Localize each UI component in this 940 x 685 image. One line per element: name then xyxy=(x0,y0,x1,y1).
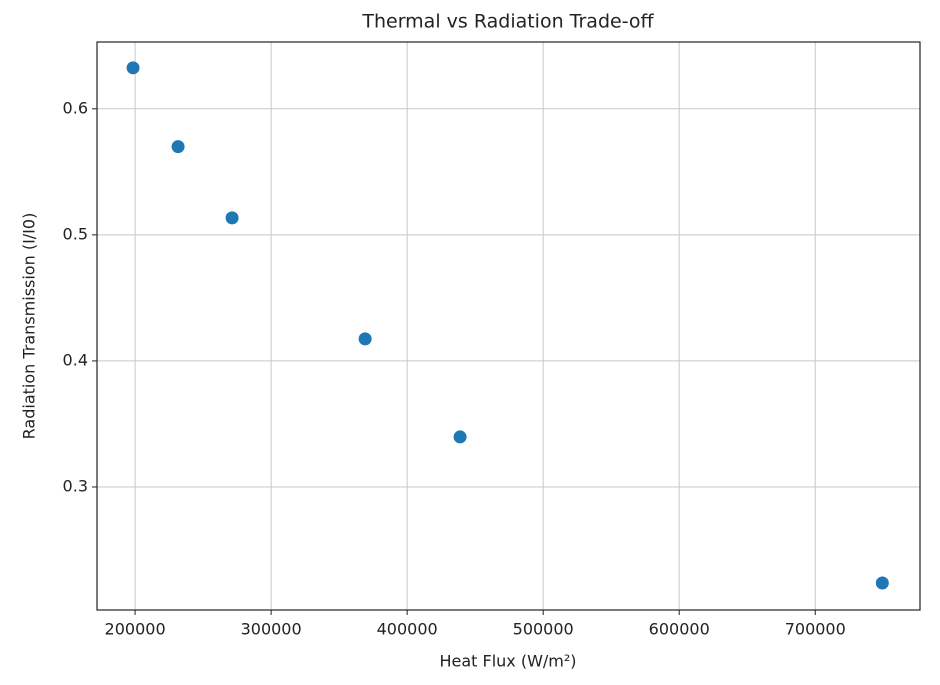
point xyxy=(875,576,889,590)
point xyxy=(225,211,239,225)
point xyxy=(453,430,467,444)
point xyxy=(126,61,140,75)
y-tick-label: 0.5 xyxy=(63,224,88,243)
y-tick-label: 0.6 xyxy=(63,98,88,117)
x-tick-label: 500000 xyxy=(513,620,574,639)
x-tick-label: 700000 xyxy=(785,620,846,639)
x-axis-label: Heat Flux (W/m²) xyxy=(439,652,576,671)
x-tick-label: 400000 xyxy=(377,620,438,639)
x-tick-label: 200000 xyxy=(105,620,166,639)
y-axis-label: Radiation Transmission (I/I0) xyxy=(20,213,39,440)
y-tick-label: 0.4 xyxy=(63,350,88,369)
point xyxy=(358,332,372,346)
chart-title: Thermal vs Radiation Trade-off xyxy=(361,11,654,33)
point xyxy=(171,140,185,154)
x-tick-label: 300000 xyxy=(241,620,302,639)
y-tick-label: 0.3 xyxy=(63,476,88,495)
x-tick-label: 600000 xyxy=(649,620,710,639)
plot-frame xyxy=(96,41,921,611)
